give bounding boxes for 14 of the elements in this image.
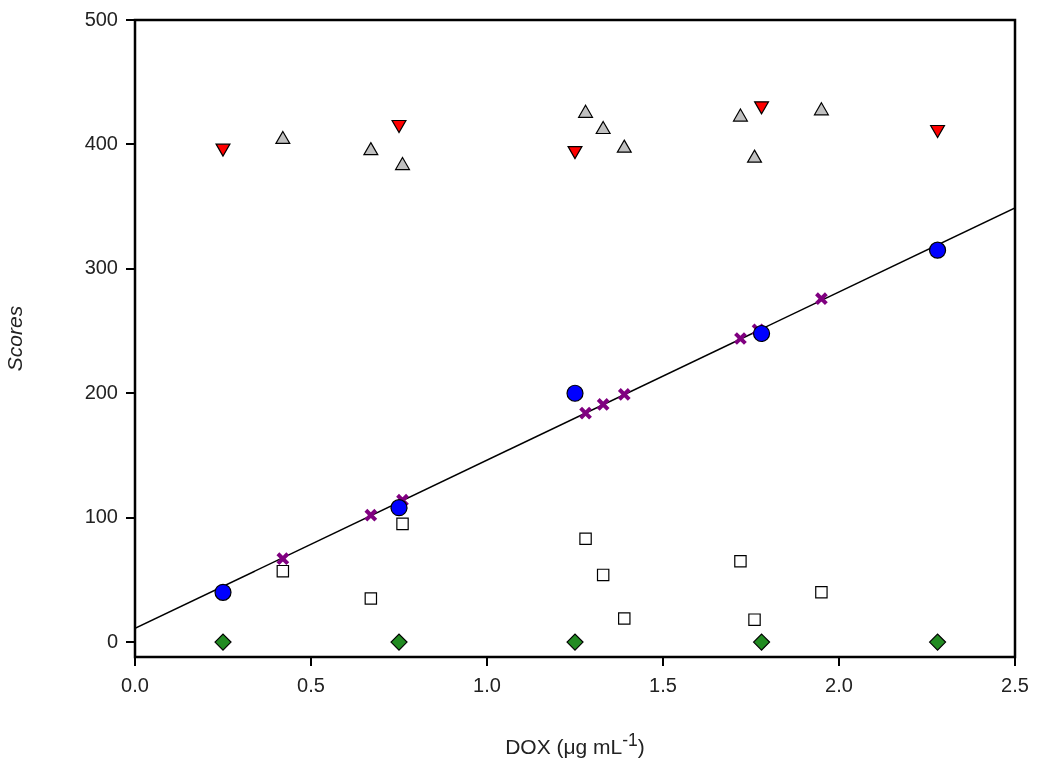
- x-tick-label: 1.0: [473, 673, 501, 696]
- y-tick-label: 400: [84, 131, 118, 154]
- x-tick-label: 2.5: [1001, 673, 1029, 696]
- y-axis-title: Scores: [3, 305, 27, 372]
- y-tick-label: 500: [84, 7, 118, 30]
- x-tick-label: 0.0: [121, 673, 149, 696]
- y-tick-label: 0: [106, 629, 118, 652]
- x-tick-label: 1.5: [649, 673, 677, 696]
- y-tick-label: 300: [84, 256, 118, 279]
- x-tick-label: 0.5: [297, 673, 325, 696]
- y-tick-label: 200: [84, 380, 118, 403]
- x-tick-label: 2.0: [825, 673, 853, 696]
- y-tick-label: 100: [84, 505, 118, 528]
- x-axis-title: DOX (μg mL$^{-1}$): [504, 730, 646, 759]
